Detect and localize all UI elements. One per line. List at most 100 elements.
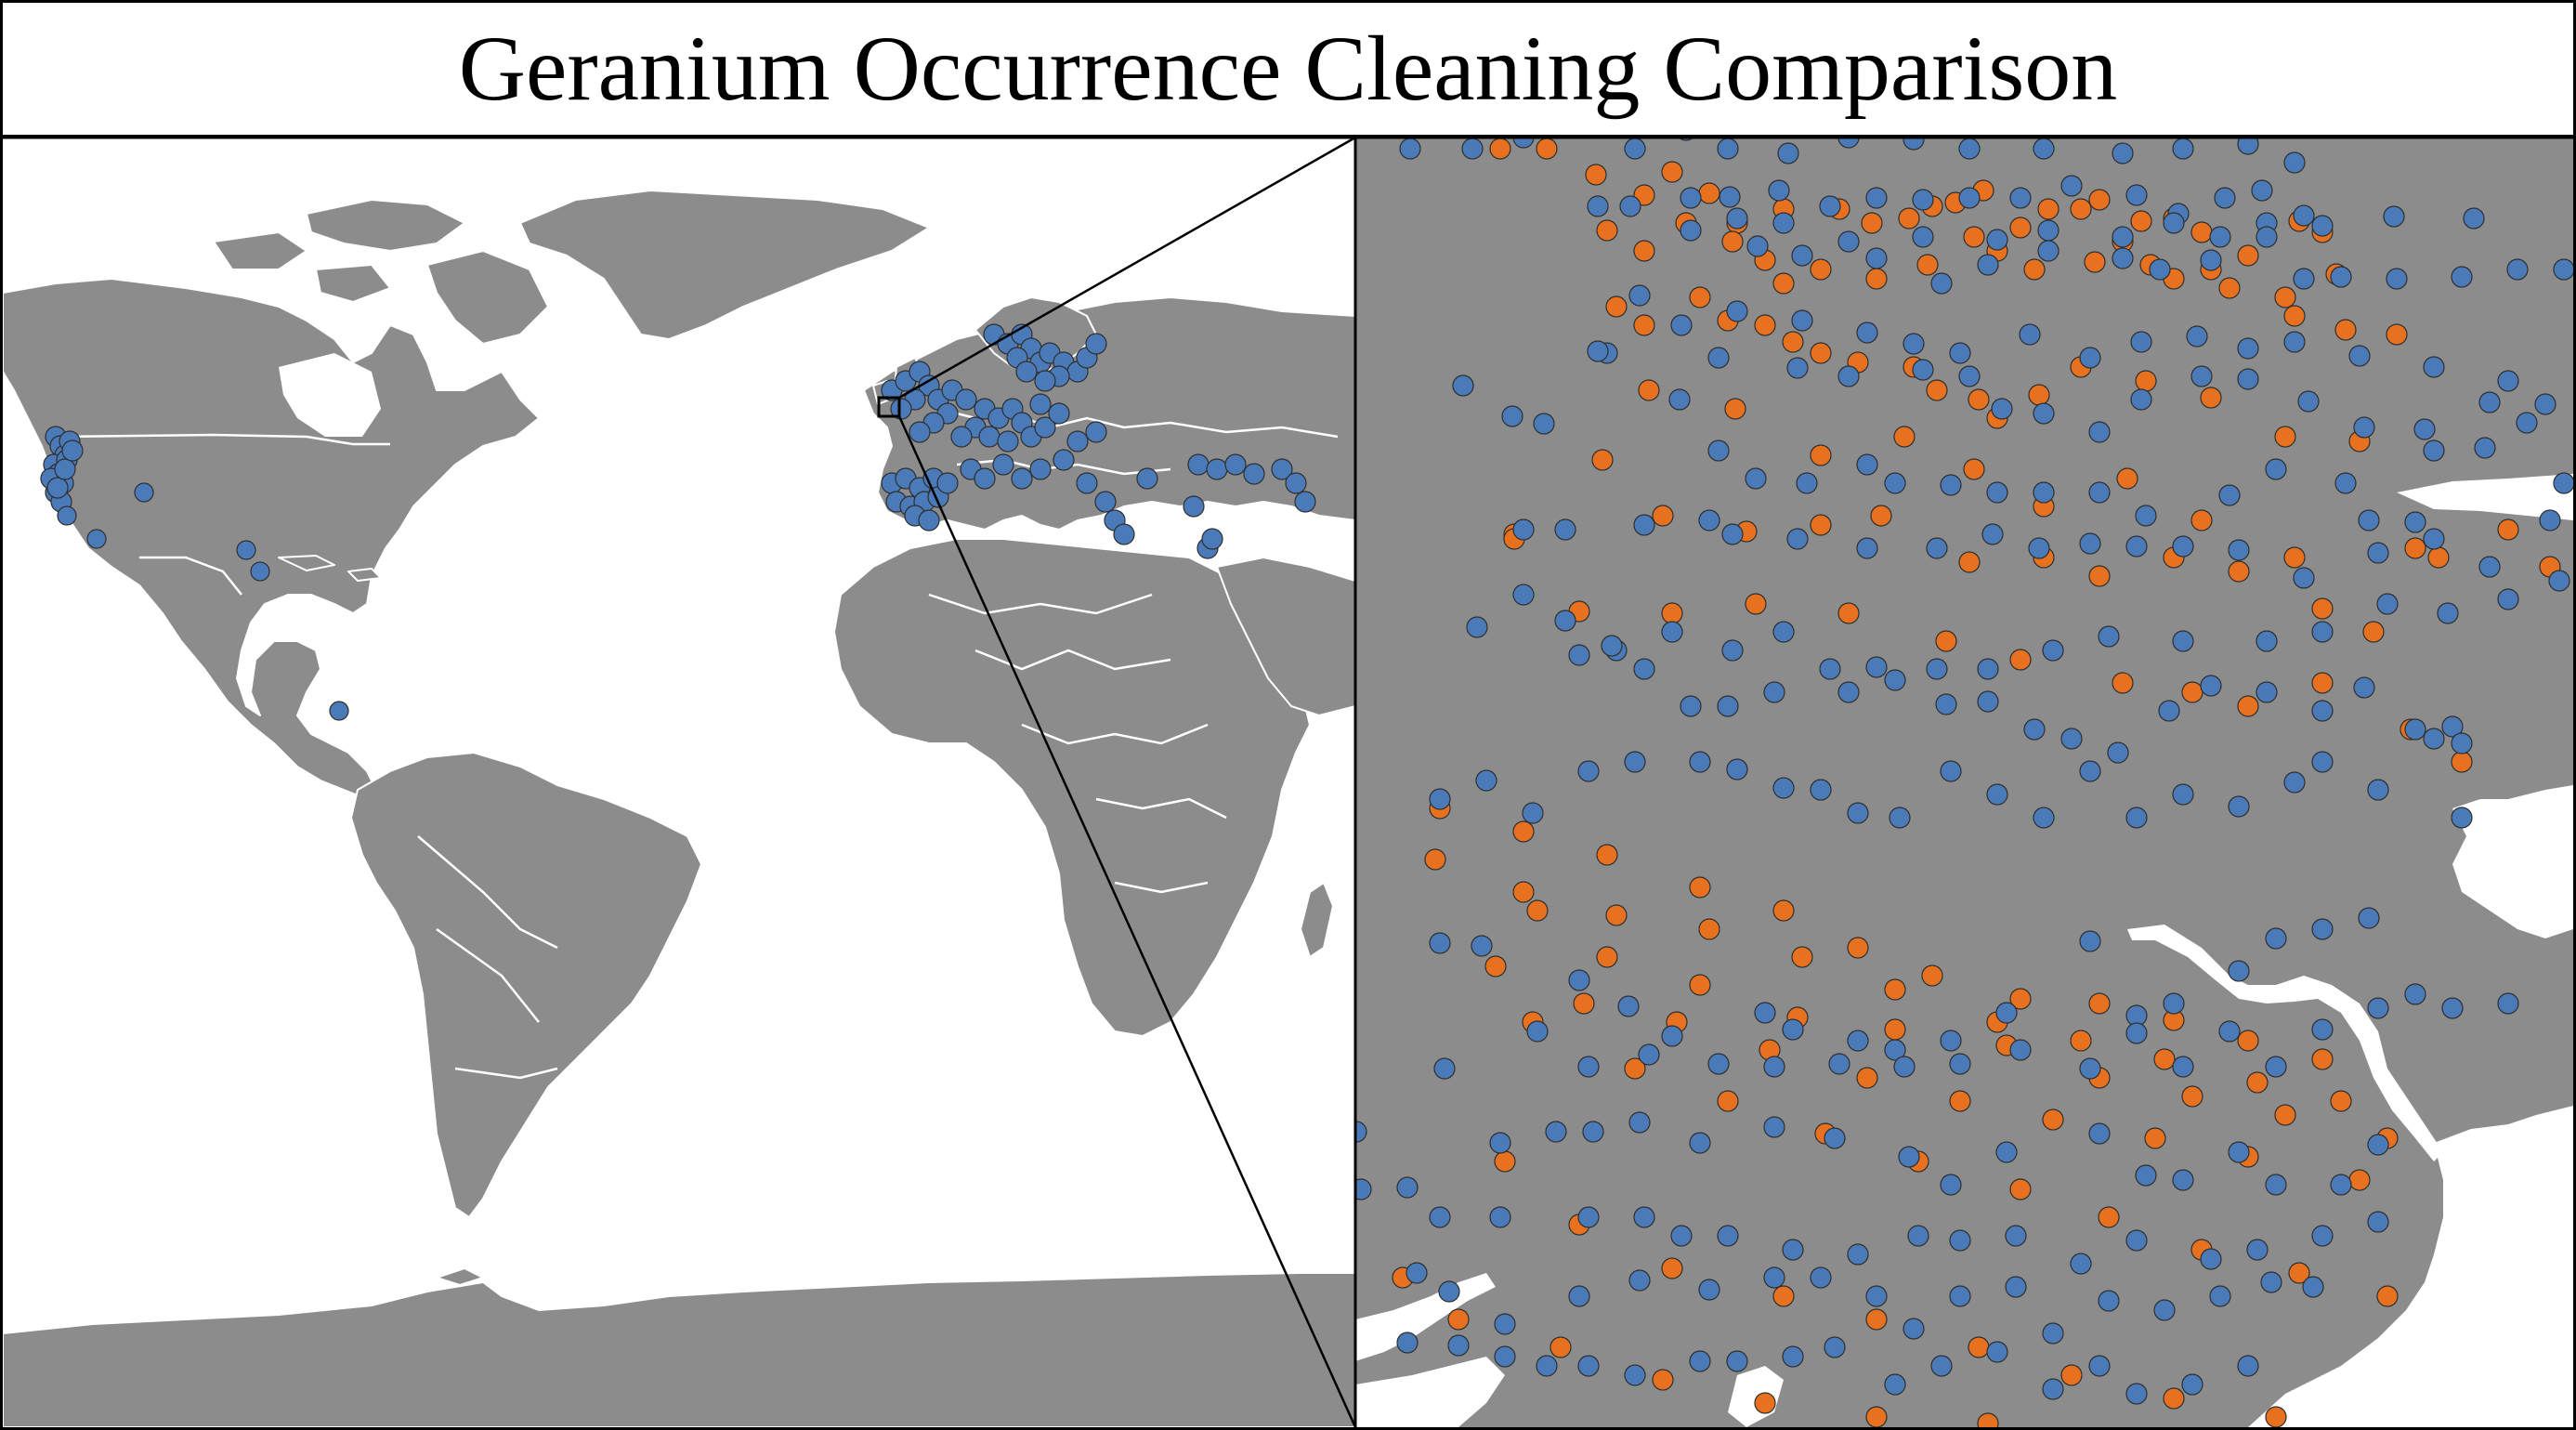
occurrence-point-blue — [1624, 751, 1646, 773]
occurrence-point-blue — [2311, 918, 2334, 940]
occurrence-point-blue — [2506, 258, 2529, 281]
occurrence-point-blue — [2404, 718, 2426, 741]
occurrence-point-blue — [2376, 593, 2399, 615]
occurrence-point-blue — [1617, 995, 1640, 1017]
occurrence-point-orange — [1791, 946, 1813, 968]
occurrence-point-blue — [1661, 621, 1683, 643]
occurrence-point-orange — [2237, 695, 2259, 717]
occurrence-point-blue — [2037, 240, 2059, 262]
world-map-panel[interactable] — [3, 138, 1355, 1427]
occurrence-point-blue — [1628, 1269, 1651, 1292]
occurrence-point-blue — [2474, 437, 2496, 459]
occurrence-point-blue — [2125, 1022, 2148, 1044]
title-bar: Geranium Occurrence Cleaning Comparison — [0, 0, 2576, 138]
occurrence-point-blue — [2228, 795, 2250, 818]
occurrence-point-blue — [2293, 204, 2315, 227]
occurrence-point-blue — [1958, 365, 1981, 387]
occurrence-point-orange — [1745, 593, 1767, 615]
north-america — [3, 278, 540, 800]
occurrence-point-blue — [1940, 760, 1962, 782]
occurrence-point-orange — [1865, 1406, 1888, 1427]
occurrence-point-blue — [1940, 1030, 1962, 1052]
occurrence-point-blue — [2130, 388, 2152, 411]
occurrence-point-blue — [2042, 1378, 2064, 1400]
occurrence-point-blue — [2478, 556, 2501, 578]
occurrence-point-blue — [2186, 325, 2208, 348]
occurrence-point-blue — [2265, 927, 2287, 950]
occurrence-point-blue — [1568, 969, 1590, 991]
occurrence-point-blue — [2033, 402, 2055, 425]
occurrence-point-blue — [1429, 788, 1451, 810]
occurrence-point-orange — [1489, 138, 1511, 160]
occurrence-point-blue — [1912, 359, 1934, 381]
zoom-occurrence-points — [1355, 138, 2573, 1427]
occurrence-point-blue — [2367, 1134, 2389, 1156]
occurrence-point-orange — [2098, 1206, 2120, 1228]
occurrence-point-orange — [2023, 258, 2046, 281]
outer-border — [0, 136, 2576, 1430]
hudson-bay — [279, 353, 381, 437]
zoom-water — [1355, 474, 2573, 1427]
occurrence-point-blue — [2404, 511, 2426, 533]
occurrence-point-blue — [1828, 1053, 1850, 1075]
occurrence-point-blue — [1577, 1355, 1600, 1377]
occurrence-point-blue — [1533, 413, 1555, 435]
occurrence-point-orange — [1573, 992, 1595, 1015]
occurrence-point-blue — [1903, 138, 1925, 151]
occurrence-point-blue — [1995, 1141, 2018, 1163]
occurrence-point-blue — [2367, 542, 2389, 564]
occurrence-point-blue — [2334, 472, 2357, 494]
occurrence-point-blue — [1489, 1206, 1511, 1228]
occurrence-point-blue — [1981, 523, 2004, 545]
occurrence-point-orange — [1772, 1285, 1795, 1307]
occurrence-point-blue — [1986, 1341, 2008, 1363]
occurrence-point-orange — [1661, 602, 1683, 624]
occurrence-point-blue — [2358, 907, 2380, 929]
occurrence-point-orange — [1652, 505, 1674, 527]
occurrence-point-orange — [2163, 1387, 2185, 1410]
occurrence-point-blue — [2200, 249, 2222, 271]
occurrence-point-blue — [2358, 509, 2380, 531]
occurrence-point-blue — [2125, 1229, 2148, 1252]
occurrence-point-orange — [1963, 226, 1985, 248]
occurrence-point-orange — [1926, 379, 1948, 401]
occurrence-point-orange — [1596, 844, 1618, 866]
inset-indicator-box[interactable] — [877, 396, 901, 418]
cluster-western-north-america — [40, 426, 349, 721]
occurrence-point-blue — [2112, 226, 2134, 248]
occurrence-point-blue — [2265, 458, 2287, 480]
zoom-map-panel[interactable] — [1346, 120, 2574, 1430]
occurrence-point-orange — [2265, 1406, 2287, 1427]
occurrence-point-orange — [2181, 681, 2203, 703]
occurrence-point-orange — [2060, 1364, 2083, 1386]
occurrence-point-blue — [1884, 1039, 1906, 1061]
bay-east — [2452, 785, 2573, 938]
occurrence-point-orange — [1968, 388, 1990, 411]
occurrence-point-orange — [1837, 602, 1860, 624]
occurrence-point-blue — [1745, 467, 1767, 490]
occurrence-point-orange — [1968, 1336, 1990, 1358]
occurrence-point-orange — [1689, 974, 1711, 996]
occurrence-point-blue — [1819, 658, 1841, 680]
occurrence-point-orange — [2330, 1090, 2352, 1112]
occurrence-point-blue — [2107, 741, 2129, 764]
occurrence-point-blue — [1721, 523, 1744, 545]
occurrence-point-blue — [2423, 439, 2445, 462]
occurrence-point-blue — [2497, 370, 2519, 392]
occurrence-point-blue — [1837, 230, 1860, 253]
occurrence-point-blue — [1522, 802, 1544, 824]
estuary-east — [2397, 474, 2573, 520]
occurrence-point-blue — [1619, 195, 1641, 217]
southwest-water — [1355, 1357, 1505, 1427]
occurrence-point-blue — [2256, 681, 2278, 703]
occurrence-point-blue — [2130, 331, 2152, 353]
occurrence-point-blue — [1856, 453, 1878, 476]
occurrence-point-orange — [1721, 230, 1744, 253]
occurrence-point-blue — [1601, 635, 1623, 657]
occurrence-point-blue — [1670, 1225, 1693, 1247]
occurrence-point-blue — [1707, 347, 1730, 369]
occurrence-point-blue — [1536, 1355, 1558, 1377]
occurrence-point-blue — [1726, 1350, 1748, 1372]
occurrence-point-orange — [2274, 1104, 2296, 1126]
occurrence-point-blue — [1930, 272, 1953, 295]
